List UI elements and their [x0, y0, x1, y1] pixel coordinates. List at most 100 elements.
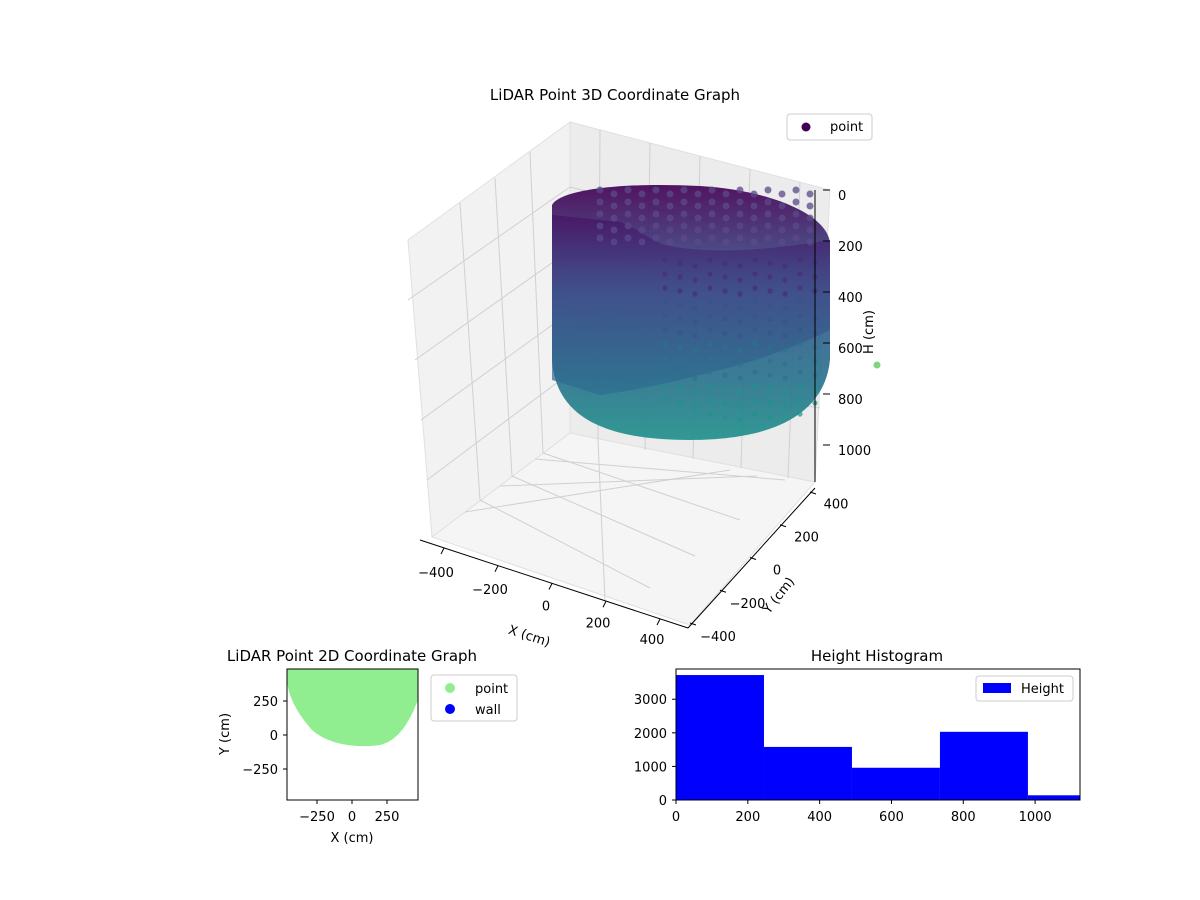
- scan-point: [677, 274, 683, 280]
- rim-point: [624, 210, 632, 218]
- rim-point: [792, 222, 800, 230]
- z-axis-3d-label: H (cm): [862, 310, 877, 354]
- scan-point: [722, 372, 728, 378]
- rim-point: [792, 186, 800, 194]
- rim-point: [680, 198, 688, 206]
- rim-point: [596, 222, 604, 230]
- legend-2d-label-point: point: [475, 682, 508, 697]
- x-2d-tick-label: 250: [375, 810, 400, 825]
- histogram-bar-1: [676, 675, 764, 800]
- legend-histogram-box: [975, 675, 1074, 702]
- rim-point: [792, 198, 800, 206]
- scan-point: [737, 361, 743, 367]
- x-3d-tick-mark: [656, 618, 661, 626]
- scan-point: [692, 319, 698, 325]
- rim-point: [764, 222, 772, 230]
- scan-point: [692, 277, 698, 283]
- scan-point: [677, 358, 683, 364]
- x-3d-tick-mark: [440, 547, 445, 555]
- scan-point: [692, 361, 698, 367]
- x-3d-tick-mark: [494, 565, 499, 572]
- rim-point: [806, 202, 814, 210]
- x-hist-tick-label: 0: [672, 810, 680, 825]
- scan-point: [677, 302, 683, 308]
- scan-point: [797, 411, 803, 417]
- rim-point: [652, 234, 660, 242]
- x-hist-tick-label: 800: [951, 810, 976, 825]
- scan-point: [707, 285, 713, 291]
- scan-point: [782, 291, 788, 297]
- chart-histogram: Height Histogram 0 200 400 600 800 1000 0 1000…: [634, 647, 1081, 825]
- rim-point: [708, 222, 716, 230]
- scan-point: [737, 291, 743, 297]
- rim-point: [666, 226, 674, 234]
- rim-point: [610, 226, 618, 234]
- scan-point: [722, 400, 728, 406]
- rim-point: [736, 186, 744, 194]
- scan-point: [782, 361, 788, 367]
- scan-point: [692, 375, 698, 381]
- x-hist-tick-label: 400: [807, 810, 832, 825]
- rim-point: [680, 186, 688, 194]
- rim-point: [638, 214, 646, 222]
- scan-point: [782, 375, 788, 381]
- scan-point: [797, 327, 803, 333]
- scan-point: [662, 285, 668, 291]
- scan-point: [767, 260, 773, 266]
- y-3d-tick-mark: [779, 524, 787, 528]
- scan-point: [767, 274, 773, 280]
- scan-point: [752, 341, 758, 347]
- scan-point: [722, 330, 728, 336]
- scan-point: [752, 327, 758, 333]
- rim-point: [750, 190, 758, 198]
- scan-point: [797, 257, 803, 263]
- rim-point: [750, 226, 758, 234]
- scan-point: [677, 372, 683, 378]
- scan-point: [707, 271, 713, 277]
- rim-point: [764, 198, 772, 206]
- y-3d-tick-label: 0: [773, 564, 781, 579]
- scan-point: [692, 305, 698, 311]
- x-hist-tick-label: 600: [879, 810, 904, 825]
- scan-point: [737, 305, 743, 311]
- z-3d-tick-label: 0: [838, 189, 846, 204]
- rim-point: [680, 210, 688, 218]
- scan-point: [662, 299, 668, 305]
- rim-point: [778, 214, 786, 222]
- legend-2d-label-wall: wall: [475, 703, 501, 718]
- scan-point: [707, 355, 713, 361]
- legend-2d-marker-wall: [445, 704, 455, 714]
- y-3d-tick-label: −400: [700, 630, 736, 645]
- chart-2d-title: LiDAR Point 2D Coordinate Graph: [227, 647, 477, 665]
- scan-point: [752, 397, 758, 403]
- scan-point: [782, 403, 788, 409]
- rim-point: [736, 222, 744, 230]
- legend-3d-box: [786, 113, 873, 141]
- scan-point: [707, 257, 713, 263]
- x-3d-tick-label: 0: [542, 600, 550, 615]
- x-axis-2d-label: X (cm): [331, 831, 374, 846]
- scan-point: [767, 358, 773, 364]
- y-axis-3d-label: Y (cm): [760, 575, 798, 618]
- scan-point: [722, 288, 728, 294]
- scan-point: [707, 327, 713, 333]
- z-3d-tick-label: 1000: [838, 444, 871, 459]
- x-hist-tick-label: 200: [735, 810, 760, 825]
- scan-point: [797, 285, 803, 291]
- y-2d-tick-label: −250: [242, 763, 278, 778]
- legend-2d-marker-point: [445, 683, 455, 693]
- scan-point: [737, 389, 743, 395]
- legend-2d: point wall: [430, 674, 518, 722]
- rim-point: [722, 202, 730, 210]
- rim-point: [666, 238, 674, 246]
- scan-point: [722, 358, 728, 364]
- scan-point: [692, 333, 698, 339]
- scan-point: [707, 411, 713, 417]
- rim-point: [666, 190, 674, 198]
- rim-point: [736, 198, 744, 206]
- rim-point: [596, 198, 604, 206]
- scan-point: [737, 263, 743, 269]
- scan-point: [677, 400, 683, 406]
- rim-point: [596, 234, 604, 242]
- x-3d-tick-mark: [548, 583, 553, 590]
